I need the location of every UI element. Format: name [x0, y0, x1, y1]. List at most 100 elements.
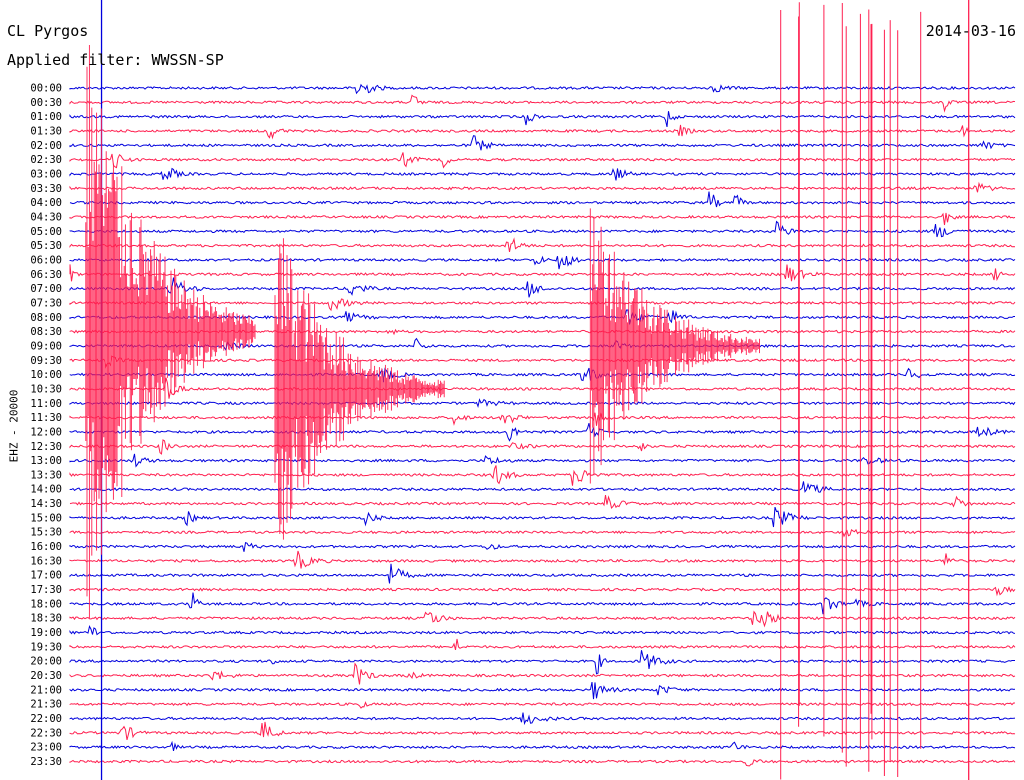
- row-label: 11:30: [30, 412, 62, 424]
- row-label: 08:30: [30, 326, 62, 338]
- trace-row-0700: [69, 277, 1016, 298]
- trace-row-2230: [69, 721, 1016, 741]
- filter-subtitle: Applied filter: WWSSN-SP: [7, 51, 224, 69]
- row-label: 15:30: [30, 527, 62, 539]
- trace-row-1300: [69, 453, 1016, 468]
- trace-row-2200: [69, 712, 1016, 726]
- row-label: 07:30: [30, 297, 62, 309]
- trace-row-0330: [69, 181, 1016, 193]
- row-label: 19:30: [30, 641, 62, 653]
- trace-row-0200: [69, 135, 1016, 151]
- trace-row-0100: [69, 111, 1016, 128]
- large-event-1030: [274, 238, 445, 540]
- trace-row-1030: [69, 377, 1016, 399]
- row-label: 15:00: [30, 512, 62, 524]
- row-label: 04:00: [30, 197, 62, 209]
- trace-row-0230: [69, 152, 1015, 169]
- row-label: 13:00: [30, 455, 62, 467]
- trace-row-0630: [69, 264, 1016, 282]
- row-label: 22:00: [30, 713, 62, 725]
- trace-row-0000: [69, 83, 1016, 95]
- trace-row-2100: [69, 681, 1016, 700]
- row-label: 19:00: [30, 627, 62, 639]
- row-label: 04:30: [30, 212, 62, 224]
- trace-row-1100: [69, 398, 1016, 408]
- trace-row-0300: [69, 167, 1016, 181]
- row-label: 11:00: [30, 398, 62, 410]
- station-title: CL Pyrgos: [7, 22, 89, 40]
- trace-row-1630: [69, 550, 1016, 569]
- row-label: 10:00: [30, 369, 62, 381]
- row-label: 00:30: [30, 97, 62, 109]
- trace-row-0030: [69, 94, 1016, 113]
- trace-row-1930: [69, 638, 1016, 651]
- trace-row-0600: [69, 255, 1016, 270]
- trace-row-1830: [69, 610, 1016, 628]
- row-label: 21:30: [30, 699, 62, 711]
- row-label: 23:00: [30, 742, 62, 754]
- row-label: 03:00: [30, 169, 62, 181]
- trace-row-1130: [69, 412, 1016, 426]
- row-label: 07:00: [30, 283, 62, 295]
- trace-row-1200: [69, 423, 1016, 442]
- row-label: 01:30: [30, 126, 62, 138]
- row-label: 05:30: [30, 240, 62, 252]
- trace-row-0430: [69, 212, 1016, 226]
- trace-row-1430: [69, 495, 1016, 509]
- trace-row-0400: [69, 191, 1016, 208]
- row-label: 17:00: [30, 570, 62, 582]
- trace-row-2300: [69, 740, 1016, 752]
- trace-row-1900: [69, 624, 1016, 636]
- row-label: 17:30: [30, 584, 62, 596]
- row-label: 02:00: [30, 140, 62, 152]
- channel-label: EHZ - 20000: [7, 389, 21, 463]
- row-label: 20:30: [30, 670, 62, 682]
- trace-row-1330: [69, 465, 1016, 486]
- row-label: 13:30: [30, 469, 62, 481]
- row-label: 03:30: [30, 183, 62, 195]
- trace-row-1800: [69, 592, 1016, 615]
- row-label: 16:00: [30, 541, 62, 553]
- row-label: 02:30: [30, 154, 62, 166]
- row-label: 22:30: [30, 727, 62, 739]
- trace-row-0500: [69, 220, 1016, 238]
- trace-row-0530: [69, 237, 1016, 252]
- row-label: 00:00: [30, 83, 62, 95]
- trace-row-1530: [69, 528, 1016, 538]
- trace-row-1500: [69, 506, 1016, 528]
- trace-row-1700: [69, 563, 1016, 584]
- row-label: 14:00: [30, 484, 62, 496]
- trace-row-1230: [69, 439, 1016, 455]
- row-label: 01:00: [30, 111, 62, 123]
- row-label: 06:00: [30, 255, 62, 267]
- row-label: 12:30: [30, 441, 62, 453]
- trace-row-2000: [69, 650, 1015, 675]
- row-label: 05:00: [30, 226, 62, 238]
- row-label: 10:30: [30, 383, 62, 395]
- row-label: 09:00: [30, 340, 62, 352]
- trace-row-0930: [69, 355, 1016, 369]
- trace-row-2130: [69, 701, 1015, 709]
- row-label: 08:00: [30, 312, 62, 324]
- trace-row-2030: [69, 662, 1016, 685]
- trace-row-1730: [69, 586, 1016, 597]
- large-event-0830: [85, 45, 256, 619]
- row-label: 18:00: [30, 598, 62, 610]
- date-label: 2014-03-16: [925, 22, 1016, 40]
- row-label: 21:00: [30, 684, 62, 696]
- row-label: 12:00: [30, 426, 62, 438]
- large-event-0900: [589, 208, 760, 484]
- trace-row-1600: [69, 542, 1016, 552]
- row-label: 06:30: [30, 269, 62, 281]
- trace-row-1400: [69, 481, 1016, 493]
- row-label: 09:30: [30, 355, 62, 367]
- trace-row-0130: [69, 124, 1016, 140]
- large-event-layer: [85, 2, 922, 780]
- row-label: 16:30: [30, 555, 62, 567]
- trace-row-1000: [69, 367, 1016, 383]
- trace-row-2330: [69, 759, 1016, 767]
- row-time-labels: 00:00 00:30 01:00 01:30 02:00 02:30 03:00 03:30…: [30, 83, 62, 769]
- row-label: 23:30: [30, 756, 62, 768]
